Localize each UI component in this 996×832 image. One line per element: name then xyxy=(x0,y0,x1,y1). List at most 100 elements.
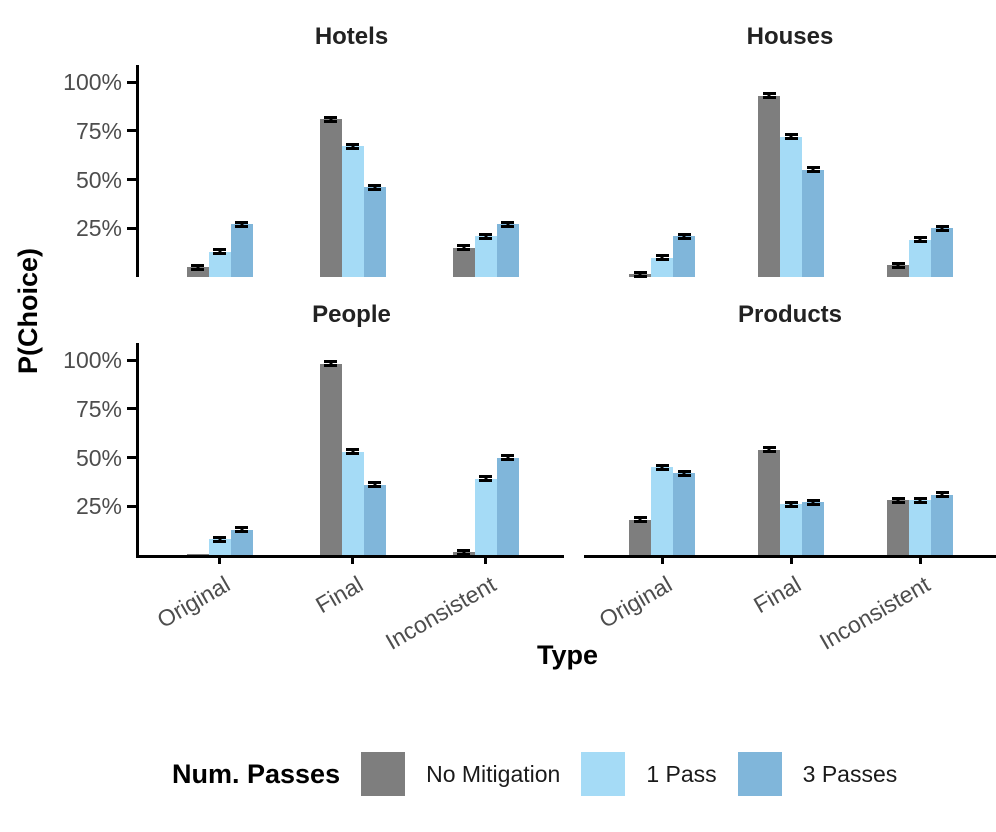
error-bar xyxy=(501,454,515,461)
plot-area-houses xyxy=(584,65,996,278)
plot-area-hotels: 25% 50% 75% 100% xyxy=(63,65,564,277)
facet-title: Hotels xyxy=(314,23,389,50)
x-tick-mark xyxy=(351,555,355,564)
x-tick-mark xyxy=(918,555,922,564)
y-tick-mark xyxy=(127,456,136,459)
error-bar xyxy=(762,446,776,454)
error-bar xyxy=(806,166,820,174)
y-tick-label: 50% xyxy=(75,166,122,193)
plot-area-people: 25% 50% 75% 100% Original Final Inconsistent xyxy=(63,343,564,655)
y-tick-label: 25% xyxy=(75,215,122,242)
bar xyxy=(673,236,696,277)
bar xyxy=(363,187,386,277)
y-tick-label: 75% xyxy=(75,117,122,144)
x-tick-mark xyxy=(484,555,488,564)
y-tick-label: 75% xyxy=(75,395,122,422)
legend-label-no-mitigation: No Mitigation xyxy=(426,760,561,787)
error-bar xyxy=(479,475,493,483)
y-tick-label: 25% xyxy=(75,493,122,520)
error-bar xyxy=(213,248,227,256)
error-bar xyxy=(501,220,515,228)
facet-title: Houses xyxy=(746,23,834,50)
error-bar xyxy=(913,496,927,504)
facet-products: Products Original Final Inconsistent xyxy=(584,301,996,655)
facet-hotels: Hotels 25% 50% 75% 100% xyxy=(63,23,564,277)
bar xyxy=(651,467,674,555)
bar xyxy=(758,95,781,277)
error-bar xyxy=(324,360,338,368)
error-bar xyxy=(324,115,338,123)
error-bar xyxy=(633,270,647,278)
legend-label-3-passes: 3 Passes xyxy=(802,760,898,787)
error-bar xyxy=(655,254,669,261)
x-tick-mark xyxy=(789,555,793,564)
x-axis-line xyxy=(136,555,564,558)
bar xyxy=(341,451,364,555)
bar xyxy=(452,247,475,277)
bar xyxy=(496,224,519,277)
facet-title: Products xyxy=(737,301,842,328)
y-tick-mark xyxy=(127,407,136,411)
facet-people: People 25% 50% 75% 100% Original Final Inconsi… xyxy=(63,301,564,655)
y-tick-mark xyxy=(127,80,136,84)
error-bar xyxy=(677,469,691,477)
bar xyxy=(341,146,364,277)
legend-title: Num. Passes xyxy=(172,758,341,789)
bar xyxy=(651,257,674,277)
error-bar xyxy=(235,220,249,228)
error-bar xyxy=(935,491,949,499)
error-bar xyxy=(655,463,669,471)
error-bar xyxy=(479,232,493,240)
error-bar xyxy=(457,548,471,556)
error-bar xyxy=(677,232,691,240)
y-tick-mark xyxy=(127,504,136,508)
bar xyxy=(780,504,803,555)
bar xyxy=(208,539,231,555)
y-tick-mark xyxy=(127,358,136,362)
x-tick-mark xyxy=(660,555,664,564)
legend-swatch-1-pass xyxy=(581,752,626,796)
bar xyxy=(629,519,652,555)
bar xyxy=(802,169,825,277)
error-bar xyxy=(806,498,820,506)
facet-title: People xyxy=(312,301,391,328)
bar xyxy=(758,449,781,555)
y-axis-line xyxy=(136,343,139,558)
bar xyxy=(909,500,932,555)
error-bar xyxy=(913,236,927,244)
bar xyxy=(319,119,342,277)
error-bar xyxy=(633,516,647,524)
error-bar xyxy=(762,92,776,100)
error-bar xyxy=(935,224,949,232)
legend-swatch-no-mitigation xyxy=(361,752,406,796)
bar xyxy=(186,267,209,277)
bar xyxy=(319,363,342,555)
bar xyxy=(474,478,497,555)
y-tick-mark xyxy=(127,226,136,230)
facet-houses: Houses xyxy=(584,23,996,278)
bar xyxy=(208,251,231,277)
bar xyxy=(802,502,825,555)
bar xyxy=(230,529,253,555)
y-tick-mark xyxy=(127,178,136,181)
bar xyxy=(909,239,932,277)
bar xyxy=(230,224,253,277)
legend: Num. Passes No Mitigation 1 Pass 3 Passe… xyxy=(172,752,897,796)
bar xyxy=(496,457,519,555)
bar xyxy=(673,473,696,555)
bar xyxy=(780,136,803,277)
error-bar xyxy=(891,261,905,269)
y-axis-line xyxy=(136,65,139,277)
error-bar xyxy=(457,244,471,252)
error-bar xyxy=(191,263,205,271)
y-tick-mark xyxy=(127,129,136,133)
bar xyxy=(931,494,954,555)
bar xyxy=(931,228,954,277)
bar xyxy=(887,500,910,555)
error-bar xyxy=(784,500,798,508)
error-bar xyxy=(368,183,382,191)
error-bar xyxy=(235,526,249,534)
plot-area-products: Original Final Inconsistent xyxy=(584,343,996,655)
bar xyxy=(186,554,209,555)
